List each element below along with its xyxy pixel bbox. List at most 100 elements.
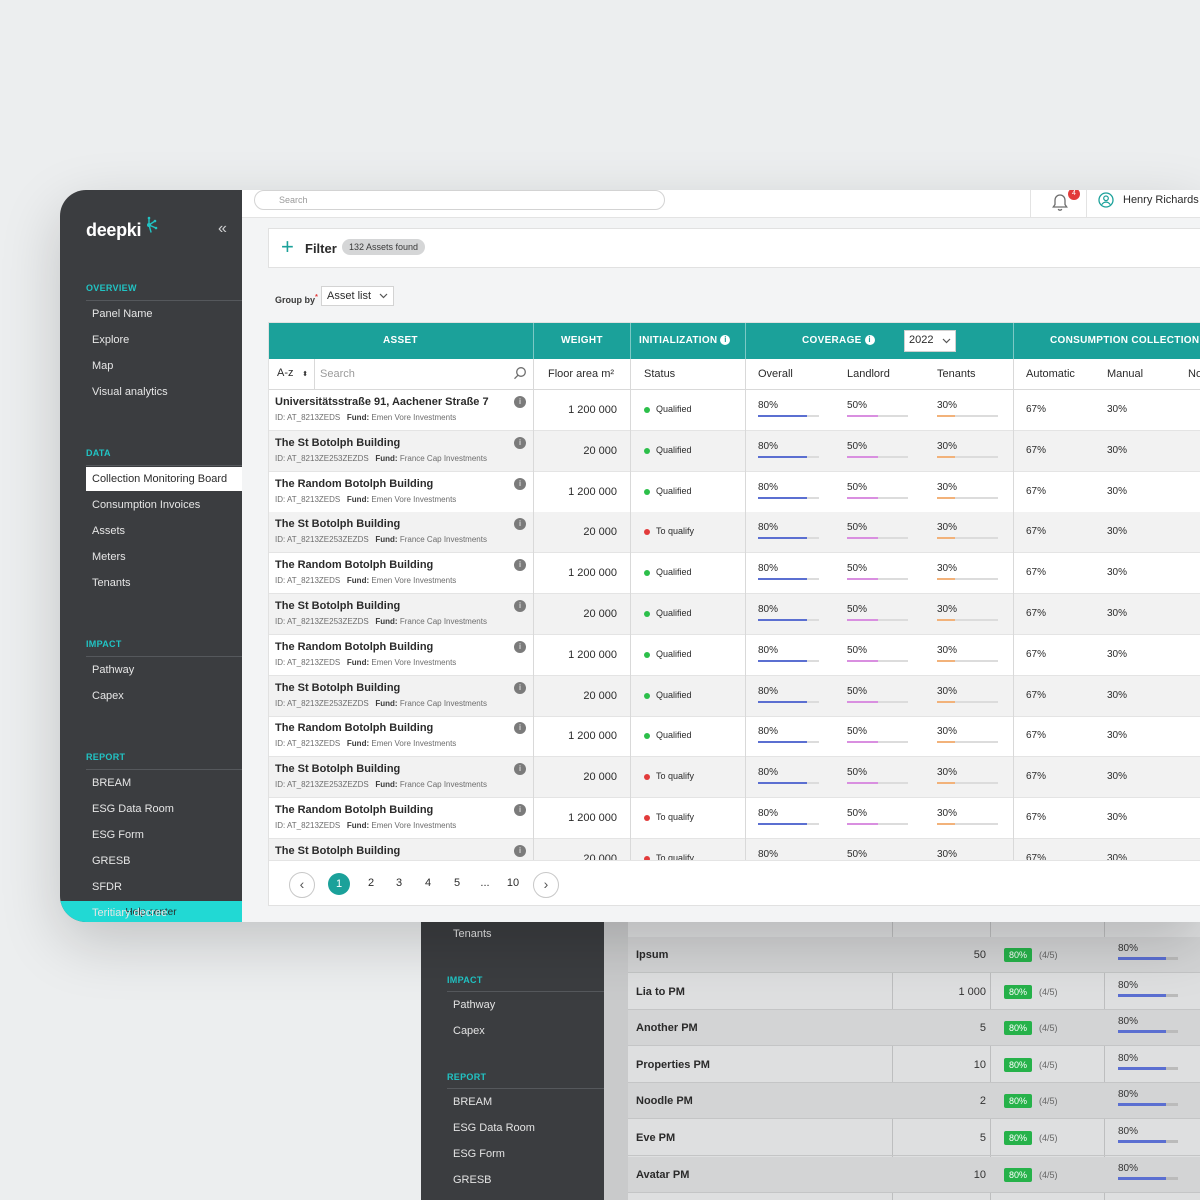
coverage-year-value: 2022 <box>909 334 934 346</box>
sidebar-item-capex[interactable]: Capex <box>92 690 124 702</box>
bell-icon[interactable] <box>1050 192 1070 214</box>
asset-name[interactable]: The Random Botolph Building <box>275 477 434 490</box>
asset-name[interactable]: The Random Botolph Building <box>275 640 434 653</box>
filter-button[interactable]: Filter <box>305 241 337 256</box>
table-row[interactable]: The St Botolph Building ID: AT_8213ZE253Z… <box>269 675 1200 717</box>
help-center-button[interactable]: Help center <box>60 901 242 922</box>
global-search-input[interactable]: Search <box>254 190 665 210</box>
sidebar-item-esg-data-room[interactable]: ESG Data Room <box>92 803 174 815</box>
table-row[interactable]: The St Botolph Building ID: AT_8213ZE253Z… <box>269 757 1200 799</box>
coverage-year-select[interactable]: 2022 <box>904 330 956 352</box>
info-icon[interactable]: i <box>514 600 526 612</box>
info-icon[interactable]: i <box>514 518 526 531</box>
page-5[interactable]: 5 <box>453 877 461 889</box>
search-icon[interactable] <box>513 366 527 380</box>
bg-sidebar-section-report: REPORT <box>447 1072 487 1082</box>
asset-name[interactable]: The Random Botolph Building <box>275 559 434 572</box>
asset-id: AT_8213ZEDS <box>287 413 341 422</box>
table-row[interactable]: The Random Botolph Building ID: AT_8213ZE… <box>269 553 1200 595</box>
page-3[interactable]: 3 <box>395 877 403 889</box>
sidebar-item-meters[interactable]: Meters <box>92 551 126 563</box>
asset-search-input[interactable]: Search <box>320 368 355 380</box>
info-icon[interactable]: i <box>514 804 526 816</box>
info-icon[interactable]: i <box>514 844 526 857</box>
info-icon[interactable]: i <box>514 396 526 408</box>
status-dot-icon <box>644 488 650 495</box>
automatic-value: 67% <box>1026 404 1047 415</box>
info-icon[interactable]: i <box>514 436 526 449</box>
info-icon[interactable]: i <box>864 335 875 345</box>
status-dot-icon <box>644 774 650 781</box>
asset-name[interactable]: Universitätsstraße 91, Aachener Straße 7 <box>275 396 489 408</box>
table-row[interactable]: The St Botolph Building ID: AT_8213ZE253Z… <box>269 594 1200 635</box>
sidebar-item-explore[interactable]: Explore <box>92 334 130 346</box>
info-icon[interactable]: i <box>514 763 526 776</box>
coverage-landlord-value: 50% <box>847 400 868 411</box>
sort-select[interactable]: A-z ⬍ <box>269 359 315 390</box>
table-row[interactable]: The Random Botolph Building ID: AT_8213ZE… <box>269 798 1200 839</box>
asset-fund: France Cap Investments <box>399 617 487 626</box>
asset-name[interactable]: The St Botolph Building <box>275 844 401 857</box>
sidebar-item-bream[interactable]: BREAM <box>92 777 132 789</box>
user-name[interactable]: Henry Richards <box>1123 194 1199 206</box>
asset-name[interactable]: The Random Botolph Building <box>275 722 434 735</box>
group-by-select[interactable]: Asset list <box>321 286 394 306</box>
sidebar-item-gresb[interactable]: GRESB <box>92 855 131 867</box>
coverage-landlord-value: 50% <box>847 685 868 697</box>
coverage-landlord-bar <box>847 823 908 825</box>
sidebar-item-map[interactable]: Map <box>92 360 114 372</box>
table-row[interactable]: The St Botolph Building ID: AT_8213ZE253Z… <box>269 512 1200 554</box>
asset-name[interactable]: The St Botolph Building <box>275 518 401 531</box>
collapse-sidebar-icon[interactable]: « <box>218 220 227 237</box>
table-row[interactable]: The Random Botolph Building ID: AT_8213ZE… <box>269 472 1200 513</box>
asset-name[interactable]: The St Botolph Building <box>275 600 401 612</box>
page-1[interactable]: 1 <box>328 873 350 895</box>
automatic-value: 67% <box>1026 608 1047 619</box>
floor-area-value: 1 200 000 <box>568 404 617 416</box>
user-avatar-icon[interactable] <box>1098 192 1114 208</box>
asset-name[interactable]: The St Botolph Building <box>275 763 401 776</box>
info-icon[interactable]: i <box>514 640 526 653</box>
sidebar-item-consumption-invoices[interactable]: Consumption Invoices <box>92 499 201 511</box>
sidebar-item-panel-name[interactable]: Panel Name <box>92 308 153 320</box>
sidebar-item-esg-form[interactable]: ESG Form <box>92 829 144 841</box>
info-icon[interactable]: i <box>514 722 526 735</box>
table-row[interactable]: The Random Botolph Building ID: AT_8213ZE… <box>269 635 1200 676</box>
info-icon[interactable]: i <box>514 559 526 572</box>
table-row[interactable]: The Random Botolph Building ID: AT_8213ZE… <box>269 716 1200 758</box>
coverage-landlord-bar <box>847 659 908 662</box>
manual-value: 30% <box>1107 526 1128 538</box>
asset-name[interactable]: The St Botolph Building <box>275 436 401 449</box>
sidebar-item-visual-analytics[interactable]: Visual analytics <box>92 386 168 398</box>
column-header-asset[interactable]: ASSET <box>383 335 418 346</box>
sidebar-item-teritiary-decree[interactable]: Teritiary decree <box>92 907 168 919</box>
bg-row-pct: 80% <box>1118 1089 1139 1101</box>
column-header-initialization[interactable]: INITIALIZATION i <box>639 323 731 359</box>
subheader-tenants: Tenants <box>937 368 976 380</box>
table-row[interactable]: Universitätsstraße 91, Aachener Straße 7… <box>269 390 1200 431</box>
automatic-value: 67% <box>1026 771 1047 783</box>
info-icon[interactable]: i <box>720 335 731 345</box>
bg-row-name: Ipsum <box>636 949 669 961</box>
sidebar-section-data: DATA <box>86 448 111 458</box>
column-header-consumption-collection[interactable]: CONSUMPTION COLLECTION <box>1050 335 1200 346</box>
coverage-tenants-bar <box>937 578 998 581</box>
sidebar-item-tenants[interactable]: Tenants <box>92 577 131 589</box>
chevron-left-icon[interactable]: ‹ <box>289 872 315 898</box>
sidebar-item-sfdr[interactable]: SFDR <box>92 881 122 893</box>
info-icon[interactable]: i <box>514 477 526 490</box>
asset-name[interactable]: The Random Botolph Building <box>275 804 434 816</box>
page-2[interactable]: 2 <box>367 877 375 889</box>
plus-icon[interactable]: + <box>281 234 294 259</box>
sidebar-item-pathway[interactable]: Pathway <box>92 664 135 676</box>
column-header-coverage[interactable]: COVERAGE i <box>802 323 875 359</box>
info-icon[interactable]: i <box>514 681 526 694</box>
sidebar-item-collection-monitoring-board[interactable]: Collection Monitoring Board <box>86 467 242 491</box>
chevron-right-icon[interactable]: › <box>533 872 559 898</box>
page-4[interactable]: 4 <box>424 877 432 889</box>
column-header-weight[interactable]: WEIGHT <box>561 335 603 346</box>
table-row[interactable]: The St Botolph Building ID: AT_8213ZE253Z… <box>269 430 1200 472</box>
sidebar-item-assets[interactable]: Assets <box>92 525 126 537</box>
asset-name[interactable]: The St Botolph Building <box>275 681 401 694</box>
page-10[interactable]: 10 <box>506 877 520 889</box>
